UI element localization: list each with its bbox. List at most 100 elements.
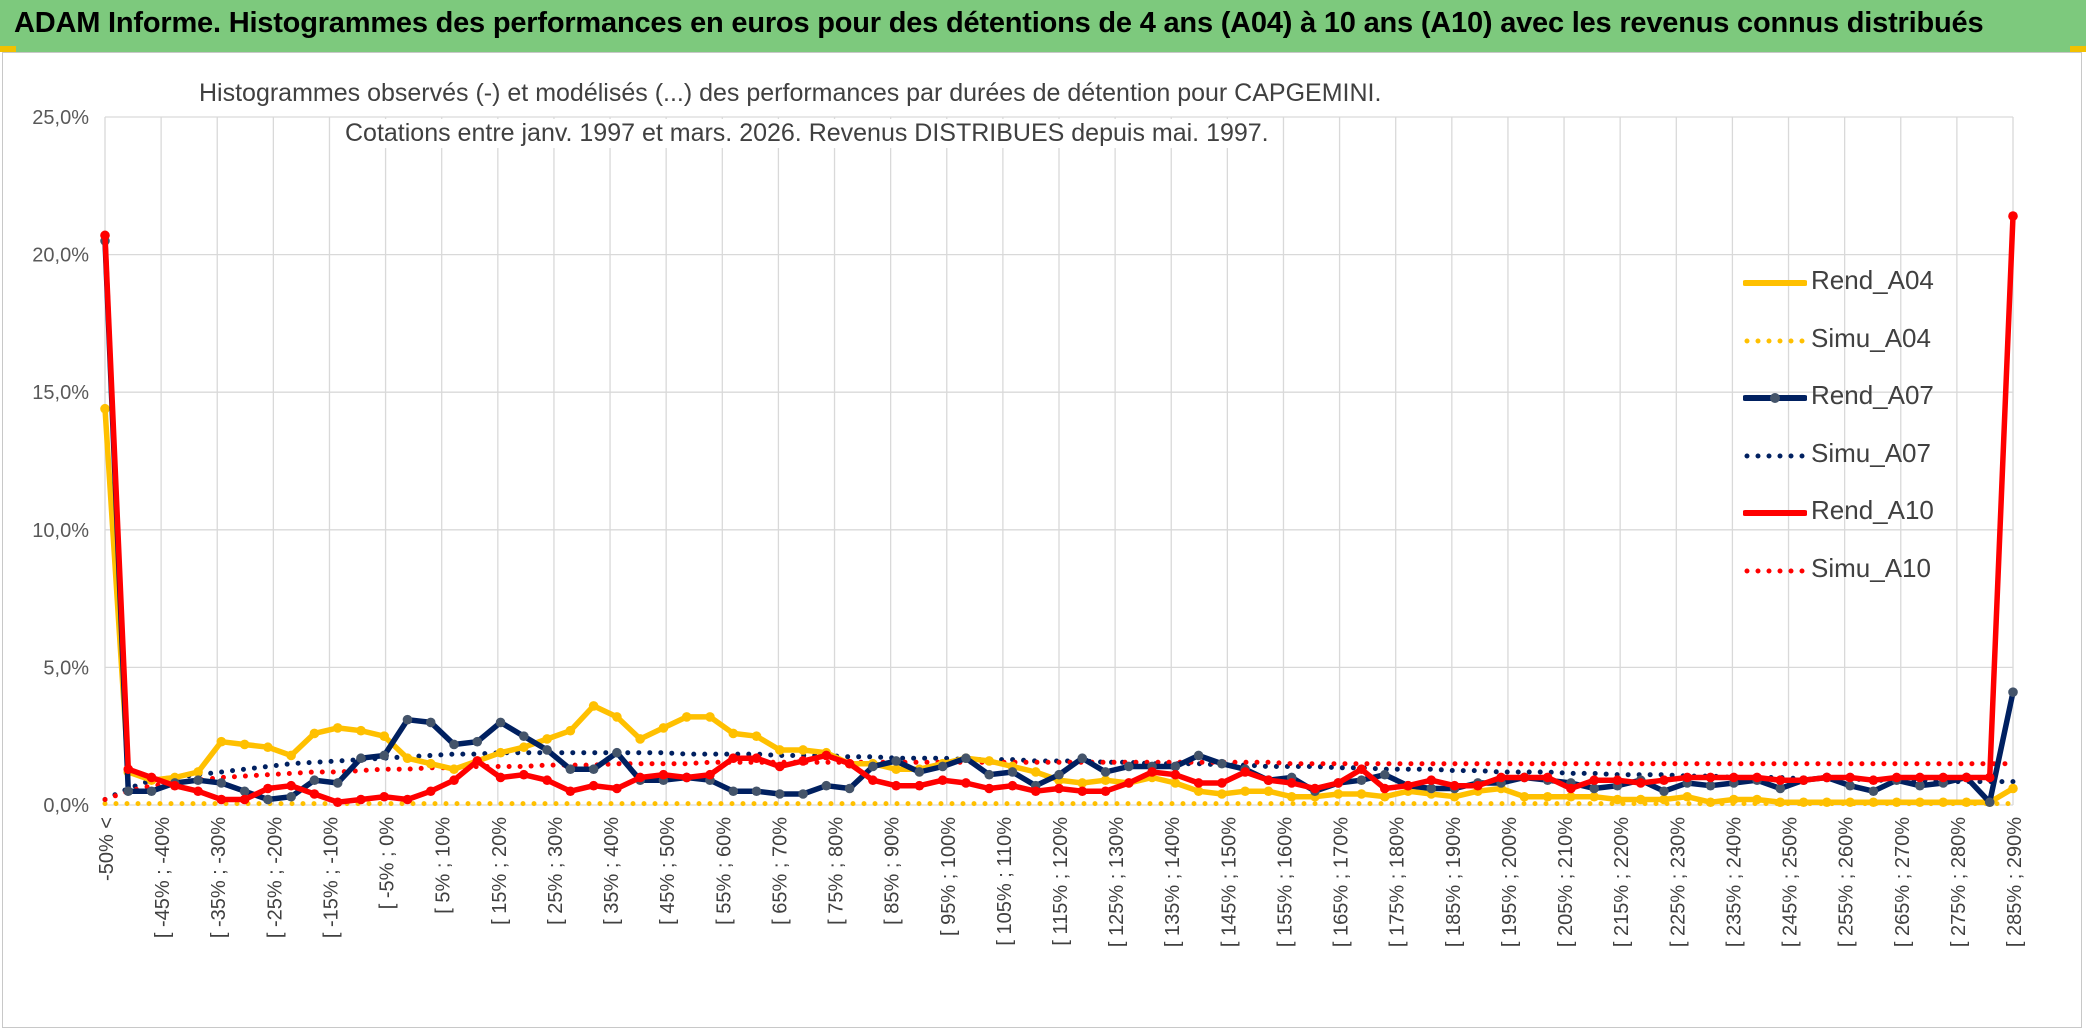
legend-swatch-simu-a10: [1744, 568, 1807, 573]
data-point-rend-a10: [1566, 783, 1576, 794]
data-point-rend-a04: [658, 723, 669, 733]
data-point-rend-a10: [821, 750, 832, 761]
data-point-rend-a10: [216, 794, 227, 805]
data-point-rend-a07: [495, 717, 506, 728]
data-point-rend-a10: [170, 780, 180, 791]
data-point-rend-a07: [402, 714, 413, 725]
data-point-rend-a07: [2008, 687, 2018, 697]
data-point-rend-a10: [193, 786, 203, 797]
legend-swatch-rend-a07: [1743, 393, 1807, 403]
legend-item-simu-a07: Simu_A07: [1743, 436, 1963, 494]
data-point-rend-a10: [705, 769, 715, 780]
data-point-rend-a10: [100, 230, 110, 241]
x-tick-label: [ 205% ; 210%: [1555, 817, 1577, 947]
data-point-rend-a04: [495, 747, 506, 758]
legend-label: Simu_A10: [1811, 552, 1931, 583]
x-tick-label: [ 285% ; 290%: [2004, 817, 2026, 947]
data-point-rend-a10: [891, 780, 901, 791]
banner-accent-left: [0, 46, 16, 52]
data-point-rend-a10: [1054, 783, 1064, 794]
data-point-rend-a04: [332, 723, 343, 733]
data-point-rend-a10: [961, 778, 971, 788]
data-point-rend-a04: [1845, 797, 1855, 808]
data-point-rend-a10: [1496, 772, 1506, 783]
data-point-rend-a04: [1659, 794, 1669, 805]
data-point-rend-a07: [216, 778, 227, 788]
data-point-rend-a04: [1798, 797, 1809, 808]
data-point-rend-a04: [1566, 791, 1576, 802]
data-point-rend-a04: [356, 725, 366, 736]
data-point-rend-a07: [1356, 775, 1367, 786]
data-point-rend-a07: [239, 786, 250, 797]
data-point-rend-a10: [1822, 772, 1832, 783]
header-banner: ADAM Informe. Histogrammes des performan…: [0, 0, 2086, 52]
y-tick-label: 20,0%: [32, 245, 89, 267]
data-point-rend-a10: [1147, 767, 1157, 777]
data-point-rend-a07: [449, 739, 459, 750]
data-point-rend-a10: [1705, 772, 1716, 783]
data-point-rend-a07: [193, 775, 203, 786]
data-point-rend-a10: [1100, 786, 1111, 797]
data-point-rend-a04: [1868, 797, 1879, 808]
data-point-rend-a10: [658, 769, 669, 780]
legend-label: Rend_A07: [1811, 380, 1934, 410]
data-point-rend-a07: [519, 731, 529, 741]
data-point-rend-a10: [774, 761, 785, 772]
data-point-rend-a10: [542, 775, 552, 786]
x-tick-label: [ -45% ; -40%: [152, 817, 174, 938]
data-point-rend-a10: [1915, 772, 1925, 783]
data-point-rend-a07: [1379, 769, 1390, 780]
data-point-rend-a04: [1752, 794, 1762, 805]
x-tick-label: [ 185% ; 190%: [1443, 817, 1465, 947]
y-tick-label: 25,0%: [32, 107, 89, 129]
data-point-rend-a10: [1449, 780, 1460, 791]
data-point-rend-a07: [472, 736, 483, 747]
data-point-rend-a04: [751, 731, 762, 741]
x-tick-label: [ 105% ; 110%: [994, 817, 1016, 946]
data-point-rend-a07: [1217, 758, 1227, 769]
data-point-rend-a10: [844, 758, 855, 769]
data-point-rend-a07: [263, 794, 273, 805]
legend-item-rend-a10: Rend_A10: [1743, 493, 1963, 551]
x-tick-label: [ 195% ; 200%: [1499, 817, 1521, 947]
data-point-rend-a10: [798, 756, 808, 766]
y-tick-label: 5,0%: [43, 657, 89, 679]
data-point-rend-a07: [1007, 767, 1018, 777]
data-point-rend-a04: [1030, 767, 1041, 777]
data-point-rend-a10: [937, 775, 948, 786]
data-point-rend-a04: [588, 701, 599, 711]
data-point-rend-a07: [914, 767, 925, 777]
data-point-rend-a04: [216, 736, 227, 747]
data-point-rend-a04: [1286, 791, 1297, 802]
y-tick-label: 0,0%: [43, 795, 89, 817]
data-point-rend-a10: [868, 775, 878, 786]
x-tick-label: [ 125% ; 130%: [1106, 817, 1128, 947]
data-point-rend-a04: [519, 742, 529, 753]
data-point-rend-a10: [1519, 772, 1530, 783]
data-point-rend-a04: [891, 764, 901, 775]
x-tick-label: [ 175% ; 180%: [1387, 817, 1409, 947]
banner-title: ADAM Informe. Histogrammes des performan…: [14, 7, 1984, 39]
data-point-rend-a10: [356, 794, 366, 805]
data-point-rend-a10: [239, 794, 250, 805]
legend-label: Rend_A04: [1811, 265, 1934, 295]
data-point-rend-a07: [588, 764, 599, 775]
x-tick-label: [ 75% ; 80%: [826, 817, 848, 925]
data-point-rend-a07: [1845, 780, 1855, 791]
legend-swatch-rend-a10: [1743, 510, 1807, 516]
data-point-rend-a04: [1915, 797, 1925, 808]
x-tick-label: [ 215% ; 220%: [1611, 817, 1633, 947]
data-point-rend-a04: [1170, 778, 1181, 788]
legend-item-simu-a04: Simu_A04: [1743, 321, 1963, 379]
data-point-rend-a04: [1822, 797, 1832, 808]
data-point-rend-a10: [1775, 775, 1786, 786]
data-point-rend-a04: [1379, 791, 1390, 802]
data-point-rend-a10: [1263, 775, 1274, 786]
data-point-rend-a10: [681, 772, 692, 783]
data-point-rend-a04: [1263, 786, 1274, 797]
legend-item-rend-a04: Rend_A04: [1743, 263, 1963, 321]
data-point-rend-a04: [705, 712, 715, 722]
data-point-rend-a10: [379, 791, 390, 802]
x-tick-label: -50% <: [96, 817, 118, 881]
data-point-rend-a07: [286, 791, 296, 802]
